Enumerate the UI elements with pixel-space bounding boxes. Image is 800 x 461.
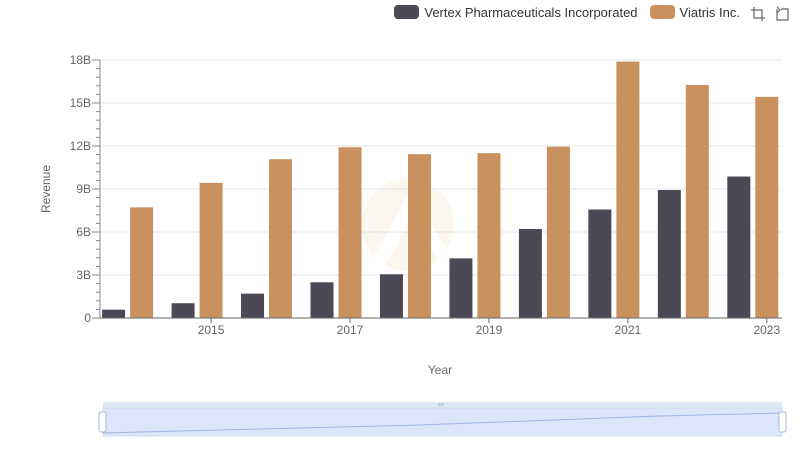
bar-vertex-2018[interactable] bbox=[379, 274, 403, 318]
legend: Vertex Pharmaceuticals Incorporated Viat… bbox=[394, 2, 740, 22]
bar-vertex-2017[interactable] bbox=[310, 282, 334, 318]
toolbox bbox=[750, 6, 790, 22]
legend-item-vertex[interactable]: Vertex Pharmaceuticals Incorporated bbox=[394, 4, 638, 20]
data-zoom-selected-range[interactable] bbox=[102, 407, 783, 437]
data-zoom-slider[interactable] bbox=[98, 402, 787, 437]
legend-label-viatris: Viatris Inc. bbox=[679, 4, 740, 20]
zoom-icon[interactable] bbox=[750, 6, 766, 22]
bar-vertex-2014[interactable] bbox=[102, 309, 126, 318]
data-zoom-move-handle-icon[interactable] bbox=[438, 403, 444, 406]
legend-swatch-viatris bbox=[649, 5, 675, 19]
bar-viatris-2017[interactable] bbox=[338, 147, 362, 318]
bar-viatris-2022[interactable] bbox=[685, 84, 709, 318]
y-tick-label: 3B bbox=[76, 268, 91, 282]
bar-viatris-2014[interactable] bbox=[130, 207, 154, 318]
legend-swatch-vertex bbox=[394, 5, 420, 19]
bar-viatris-2023[interactable] bbox=[755, 96, 779, 318]
y-tick-label: 15B bbox=[70, 96, 91, 110]
data-zoom-handle-left[interactable] bbox=[98, 411, 107, 433]
bar-vertex-2016[interactable] bbox=[241, 293, 265, 318]
data-zoom-preview-line bbox=[102, 412, 783, 434]
x-tick-label: 2017 bbox=[337, 323, 364, 337]
bar-viatris-2019[interactable] bbox=[477, 153, 501, 318]
restore-icon[interactable] bbox=[774, 6, 790, 22]
bar-viatris-2020[interactable] bbox=[546, 146, 570, 318]
bar-viatris-2018[interactable] bbox=[407, 154, 431, 318]
x-tick-label: 2023 bbox=[753, 323, 780, 337]
bar-vertex-2023[interactable] bbox=[727, 176, 751, 318]
bar-vertex-2022[interactable] bbox=[657, 190, 681, 318]
legend-item-viatris[interactable]: Viatris Inc. bbox=[649, 4, 740, 20]
bar-viatris-2021[interactable] bbox=[616, 61, 640, 319]
legend-label-vertex: Vertex Pharmaceuticals Incorporated bbox=[424, 4, 638, 20]
x-tick-label: 2019 bbox=[476, 323, 503, 337]
y-tick-label: 18B bbox=[70, 53, 91, 67]
y-tick-label: 12B bbox=[70, 139, 91, 153]
bar-vertex-2015[interactable] bbox=[171, 303, 195, 318]
y-tick-label: 9B bbox=[76, 182, 91, 196]
bar-vertex-2020[interactable] bbox=[518, 228, 542, 318]
bar-vertex-2021[interactable] bbox=[588, 209, 612, 318]
bar-viatris-2015[interactable] bbox=[199, 182, 223, 318]
bar-vertex-2019[interactable] bbox=[449, 258, 473, 318]
x-axis-title: Year bbox=[428, 363, 452, 377]
x-tick-label: 2021 bbox=[615, 323, 642, 337]
y-tick-label: 0 bbox=[84, 311, 91, 325]
y-tick-label: 6B bbox=[76, 225, 91, 239]
bar-viatris-2016[interactable] bbox=[269, 159, 293, 318]
y-axis-title: Revenue bbox=[39, 165, 53, 213]
x-tick-label: 2015 bbox=[198, 323, 225, 337]
data-zoom-handle-right[interactable] bbox=[778, 411, 787, 433]
